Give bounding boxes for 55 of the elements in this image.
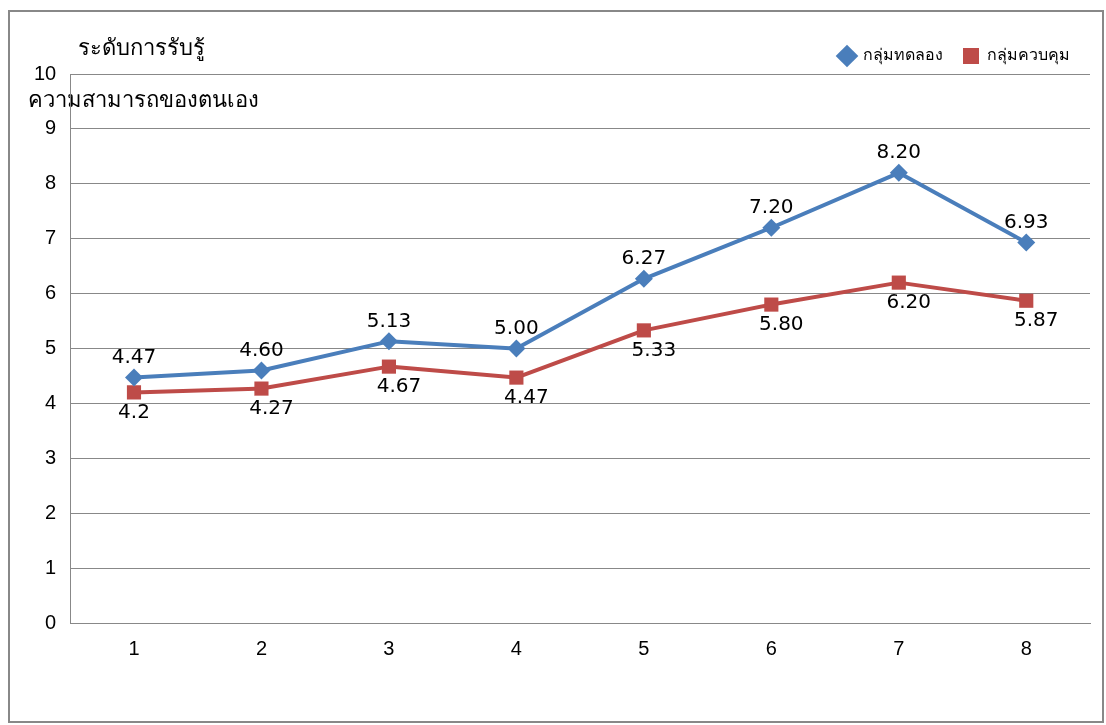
y-tick-label: 5 [45, 336, 57, 359]
x-tick-label: 6 [765, 636, 777, 659]
x-tick-label: 8 [1020, 636, 1032, 659]
x-tick-label: 1 [128, 636, 140, 659]
data-label: 5.13 [366, 307, 412, 332]
data-label: 5.87 [1014, 306, 1059, 331]
point [1017, 233, 1036, 252]
x-tick-label: 4 [510, 636, 522, 659]
data-label: 7.20 [749, 193, 794, 218]
y-tick-label: 4 [45, 390, 57, 413]
data-label: 6.93 [1004, 208, 1049, 233]
point [124, 368, 143, 387]
data-label: 4.60 [239, 336, 284, 361]
data-label: 5.33 [631, 336, 677, 361]
point [889, 163, 908, 182]
data-label: 4.2 [118, 398, 150, 423]
point [381, 359, 396, 374]
y-tick-label: 3 [45, 445, 57, 468]
point [891, 275, 906, 290]
x-tick-label: 2 [255, 636, 268, 659]
data-label: 6.20 [886, 288, 932, 313]
point [1019, 293, 1034, 308]
data-label: 8.20 [876, 139, 922, 164]
data-label: 4.47 [504, 383, 549, 408]
point [252, 361, 271, 380]
y-tick-label: 7 [45, 226, 57, 249]
y-axis-title: ความสามารถของตนเอง [28, 86, 259, 114]
y-tick-label: 1 [45, 555, 57, 578]
data-label: 5.80 [759, 310, 804, 335]
point [126, 385, 142, 400]
data-label: 4.27 [249, 394, 294, 419]
y-tick-label: 0 [45, 610, 57, 633]
point [764, 297, 779, 312]
legend-label: กลุ่มควบคุม [987, 45, 1070, 66]
point [254, 381, 269, 396]
x-tick-label: 5 [638, 636, 650, 659]
data-label: 6.27 [621, 244, 667, 269]
point [634, 269, 653, 288]
data-label: 4.47 [111, 343, 157, 368]
y-tick-label: 8 [45, 171, 57, 194]
point [507, 339, 526, 358]
point [509, 370, 524, 385]
point [379, 332, 398, 351]
data-label: 4.67 [376, 372, 422, 397]
y-tick-label: 9 [45, 116, 57, 139]
point [762, 218, 781, 237]
chart-title: ระดับการรับรู้ [78, 34, 205, 63]
point [636, 323, 651, 338]
data-label: 5.00 [494, 314, 539, 339]
x-tick-label: 7 [893, 636, 905, 659]
y-tick-label: 6 [45, 281, 57, 304]
y-tick-label: 10 [34, 61, 57, 84]
legend-label: กลุ่มทดลอง [863, 45, 943, 66]
x-tick-label: 3 [383, 636, 395, 659]
y-tick-label: 2 [45, 500, 57, 523]
